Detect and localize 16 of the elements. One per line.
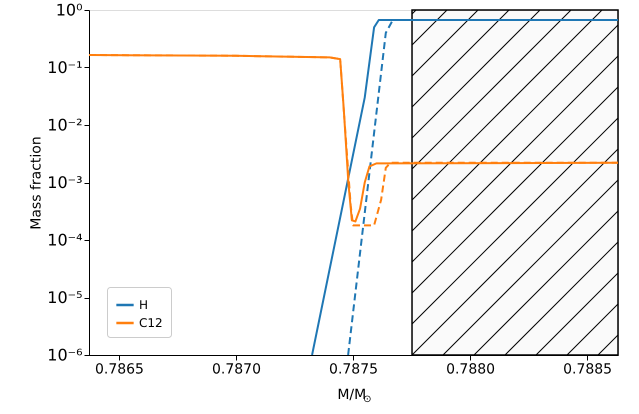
y-tick-label: 10⁰ bbox=[56, 0, 82, 20]
x-tick-label: 0.7875 bbox=[329, 362, 378, 378]
x-tick-label: 0.7885 bbox=[563, 362, 612, 378]
x-tick-label: 0.7880 bbox=[446, 362, 496, 378]
y-tick-label: 10⁻⁴ bbox=[47, 230, 82, 250]
y-tick-label: 10⁻⁵ bbox=[47, 288, 82, 307]
x-tick-label: 0.7865 bbox=[94, 362, 144, 378]
x-tick-label: 0.7870 bbox=[212, 362, 261, 378]
y-tick-label: 10⁻² bbox=[47, 116, 82, 134]
y-axis-title: Mass fraction bbox=[28, 136, 44, 230]
y-tick-label: 10⁻⁶ bbox=[47, 346, 82, 364]
legend-label: C12 bbox=[139, 316, 163, 330]
legend-label: H bbox=[139, 298, 148, 312]
y-tick-label: 10⁻¹ bbox=[47, 58, 82, 77]
x-axis-title: M/M⊙ bbox=[337, 387, 372, 405]
y-tick-label: 10⁻³ bbox=[47, 173, 82, 192]
